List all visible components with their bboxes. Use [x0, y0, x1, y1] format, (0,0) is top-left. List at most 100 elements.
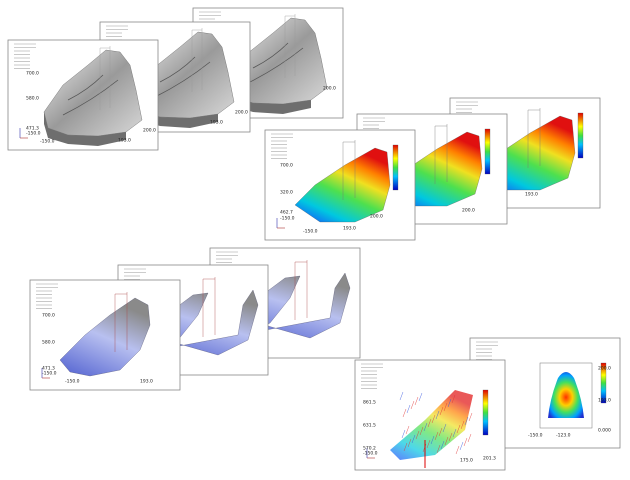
vector: [455, 445, 460, 455]
axis-label: -150.0: [280, 216, 295, 222]
axis-label: 700.0: [280, 163, 293, 169]
window: 861.5 631.5 570.2-150.0 175.0 201.3: [354, 359, 506, 471]
axis-label: 200.0: [370, 214, 383, 220]
vector: [415, 430, 420, 440]
axis-label: 193.0: [598, 398, 611, 404]
vector: [452, 428, 457, 438]
axis-label: 201.3: [483, 456, 496, 462]
vector: [448, 432, 453, 442]
vector: [431, 414, 436, 424]
axis-label: -150.0: [26, 131, 41, 137]
vector: [427, 418, 432, 428]
vector: [443, 402, 448, 412]
axis-label: 193.0: [118, 138, 131, 144]
axis-label: 700.0: [26, 71, 39, 77]
bounding-box: [434, 124, 448, 184]
bounding-box: [294, 260, 308, 320]
terrain: [135, 31, 235, 119]
axis-label: 200.0: [462, 208, 475, 214]
vector: [411, 434, 416, 444]
vector: [440, 440, 445, 450]
surface: [59, 297, 151, 377]
ridge: [247, 42, 304, 84]
axis-label: -150.0: [303, 229, 318, 235]
vector: [402, 408, 407, 418]
vector: [463, 437, 468, 447]
vector: [467, 433, 472, 443]
vector: [434, 431, 439, 441]
vector: [464, 416, 469, 426]
vector: [406, 404, 411, 414]
plot-frame: [539, 362, 593, 429]
vector: [418, 392, 423, 402]
bounding-box: [114, 292, 128, 352]
axis-label: 175.0: [460, 458, 473, 464]
vector: [444, 436, 449, 446]
scatter-cloud: [390, 390, 473, 460]
vector: [460, 420, 465, 430]
vector: [399, 391, 404, 401]
terrain-base: [44, 112, 126, 146]
axis-label: 193.0: [525, 192, 538, 198]
vector: [430, 435, 435, 445]
vector: [403, 442, 408, 452]
vector: [405, 425, 410, 435]
colorbar: [600, 362, 607, 404]
colorbar: [482, 389, 489, 436]
bounding-box: [527, 108, 541, 168]
axis-label: 320.0: [280, 190, 293, 196]
axis-label: 700.0: [42, 313, 55, 319]
contour-map: [548, 372, 584, 418]
axis-label: 570.2: [363, 446, 376, 452]
axis-label: 193.0: [210, 120, 223, 126]
vector: [436, 444, 441, 454]
axis-label: -123.0: [556, 433, 571, 439]
ridge: [62, 74, 119, 116]
bounding-box: [191, 28, 203, 92]
ridge: [154, 56, 211, 98]
axis-label: 631.5: [363, 423, 376, 429]
vector: [456, 424, 461, 434]
axis-label: 200.0: [323, 86, 336, 92]
axis-label: 471.3: [42, 366, 55, 372]
bounding-box: [342, 140, 356, 200]
vector: [438, 427, 443, 437]
colorbar: [392, 144, 399, 191]
axis-label: -150.0: [363, 451, 378, 457]
vector: [442, 423, 447, 433]
axis-label: 861.5: [363, 400, 376, 406]
bounding-box: [202, 277, 216, 337]
axis-label: 193.0: [343, 226, 356, 232]
terrain: [43, 49, 143, 137]
colorbar: [577, 112, 584, 159]
colorbar: [484, 128, 491, 175]
vector: [401, 429, 406, 439]
vector: [468, 412, 473, 422]
axis-label: -150.0: [528, 433, 543, 439]
vector: [423, 422, 428, 432]
vector: [439, 406, 444, 416]
vector: [414, 396, 419, 406]
bounding-box: [284, 14, 296, 78]
vector: [407, 438, 412, 448]
vector: [447, 398, 452, 408]
vector: [419, 426, 424, 436]
axis-label: 580.0: [42, 340, 55, 346]
axis-label: 462.7: [280, 210, 293, 216]
axis-label: 200.0: [143, 128, 156, 134]
axis-label: -150.0: [40, 139, 55, 145]
axis-label: 200.0: [598, 366, 611, 372]
terrain: [228, 17, 328, 105]
axis-label: 200.0: [235, 110, 248, 116]
vector: [410, 400, 415, 410]
axis-label: 0.000: [598, 428, 611, 434]
axis-label: 580.0: [26, 96, 39, 102]
vector: [426, 439, 431, 449]
axis-label: 471.3: [26, 126, 39, 132]
terrain: [294, 147, 391, 223]
bounding-box: [99, 46, 111, 110]
